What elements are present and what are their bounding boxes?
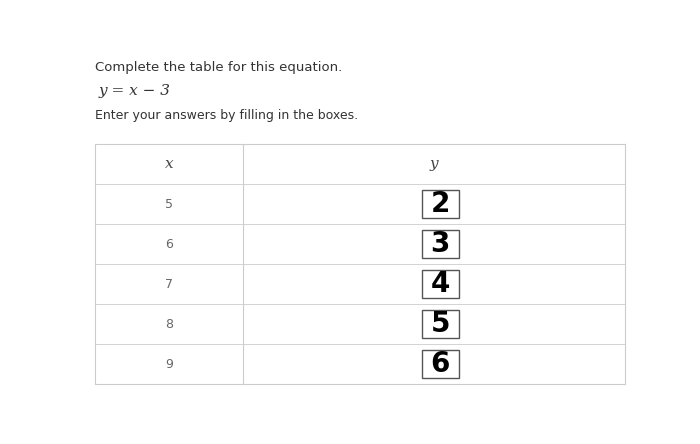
Text: 6: 6 — [165, 238, 173, 251]
FancyBboxPatch shape — [421, 230, 458, 258]
FancyBboxPatch shape — [421, 270, 458, 298]
Text: 2: 2 — [430, 190, 450, 218]
FancyBboxPatch shape — [95, 144, 624, 385]
Text: 5: 5 — [430, 310, 450, 338]
Text: x: x — [164, 157, 173, 171]
Text: 9: 9 — [165, 358, 173, 371]
Text: 5: 5 — [165, 198, 173, 211]
Text: 6: 6 — [430, 350, 450, 378]
Text: y: y — [429, 157, 438, 171]
Text: 7: 7 — [165, 278, 173, 291]
Text: Enter your answers by filling in the boxes.: Enter your answers by filling in the box… — [95, 109, 358, 122]
Text: 3: 3 — [430, 230, 450, 258]
FancyBboxPatch shape — [421, 310, 458, 338]
Text: 4: 4 — [430, 270, 450, 298]
FancyBboxPatch shape — [421, 350, 458, 378]
Text: 8: 8 — [165, 318, 173, 331]
Text: y = x − 3: y = x − 3 — [98, 84, 170, 98]
Text: Complete the table for this equation.: Complete the table for this equation. — [95, 61, 342, 74]
FancyBboxPatch shape — [421, 190, 458, 218]
